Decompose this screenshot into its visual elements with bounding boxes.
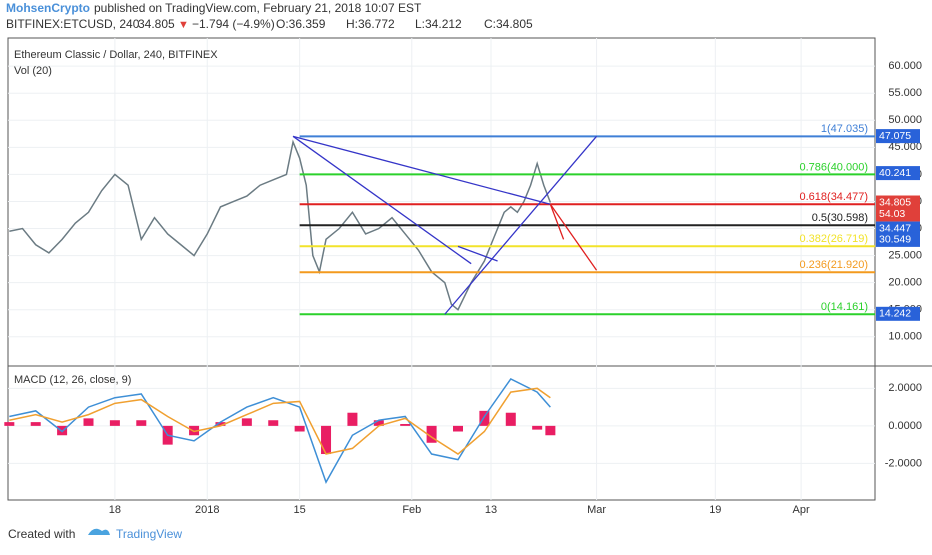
histogram-bar	[241, 418, 252, 426]
price: 34.805	[138, 17, 175, 31]
histogram-bar	[215, 422, 226, 426]
price-tag	[876, 232, 920, 247]
price-tag	[876, 221, 920, 236]
logo	[88, 528, 110, 535]
macd-line	[9, 387, 551, 455]
y-tick-label: -2.0000	[885, 457, 922, 469]
price-tag-label: 34.805	[879, 196, 911, 208]
trend-line	[549, 203, 598, 271]
histogram-bar	[136, 420, 147, 426]
histogram-bar	[294, 425, 305, 432]
high: H:36.772	[346, 17, 395, 31]
fib-label: 0(14.161)	[821, 301, 868, 313]
histogram-bar	[109, 420, 120, 426]
x-tick-label: Mar	[587, 504, 606, 516]
footer-created: Created with	[8, 527, 75, 541]
histogram-bar	[505, 412, 516, 426]
price-tag-label: 30.549	[879, 234, 911, 246]
trend-line	[292, 135, 472, 265]
histogram-bar	[268, 420, 279, 426]
change: −1.794 (−4.9%)	[192, 17, 275, 31]
histogram-bar	[373, 420, 384, 426]
open: O:36.359	[276, 17, 326, 31]
macd-title: MACD (12, 26, close, 9)	[14, 374, 131, 386]
y-tick-label: 20.000	[888, 277, 922, 289]
x-tick-label: 15	[294, 504, 306, 516]
price-tag	[876, 195, 920, 210]
y-tick-label: 50.000	[888, 114, 922, 126]
price-line	[9, 139, 552, 311]
y-tick-label: 25.000	[888, 249, 922, 261]
price-tag-label: 40.241	[879, 167, 911, 179]
price-tag-label: 54.03	[879, 208, 905, 220]
histogram-bar	[426, 425, 437, 443]
trend-line	[549, 204, 565, 240]
author[interactable]: MohsenCrypto	[6, 1, 90, 15]
fib-label: 0.786(40.000)	[800, 161, 869, 173]
y-tick-label: 60.000	[888, 60, 922, 72]
x-tick-label: 2018	[195, 504, 219, 516]
fib-label: 1(47.035)	[821, 123, 868, 135]
y-tick-label: 45.000	[888, 141, 922, 153]
x-tick-label: Feb	[402, 504, 421, 516]
fib-label: 0.618(34.477)	[800, 191, 869, 203]
symbol: BITFINEX:ETCUSD, 240	[6, 17, 140, 31]
volume-label: Vol (20)	[14, 65, 52, 77]
histogram-bar	[532, 425, 543, 430]
histogram-bar	[321, 425, 332, 455]
y-tick-label: 10.000	[888, 331, 922, 343]
x-tick-label: 19	[709, 504, 721, 516]
price-tag-label: 14.242	[879, 308, 911, 320]
histogram-bar	[400, 423, 411, 426]
y-tick-label: 2.0000	[888, 382, 922, 394]
chart-layer: 18201815Feb13Mar19Apr10.00015.00020.0002…	[4, 38, 922, 516]
footer-brand[interactable]: TradingView	[116, 527, 182, 541]
price-tag-label: 34.447	[879, 222, 911, 234]
price-tag-label: 47.075	[879, 130, 911, 142]
x-tick-label: Apr	[793, 504, 810, 516]
fib-label: 0.5(30.598)	[812, 212, 868, 224]
histogram-bar	[545, 425, 556, 436]
histogram-bar	[479, 410, 490, 426]
trend-line	[457, 245, 498, 262]
y-tick-label: 0.0000	[888, 420, 922, 432]
close: C:34.805	[484, 17, 533, 31]
fib-label: 0.236(21.920)	[800, 259, 869, 271]
histogram-bar	[4, 422, 15, 426]
price-tag	[876, 129, 920, 144]
arrow: ▼	[178, 19, 189, 31]
histogram-bar	[347, 412, 358, 426]
trend-line	[292, 135, 551, 205]
published: published on TradingView.com, February 2…	[94, 1, 422, 15]
x-tick-label: 13	[485, 504, 497, 516]
price-tag	[876, 166, 920, 181]
y-tick-label: 55.000	[888, 87, 922, 99]
trend-line	[444, 135, 598, 315]
chart-title: Ethereum Classic / Dollar, 240, BITFINEX	[14, 49, 218, 61]
price-tag	[876, 306, 920, 321]
price-tag	[876, 207, 920, 222]
fib-label: 0.382(26.719)	[800, 233, 869, 245]
low: L:34.212	[415, 17, 462, 31]
histogram-bar	[83, 418, 94, 426]
x-tick-label: 18	[109, 504, 121, 516]
histogram-bar	[30, 422, 41, 426]
histogram-bar	[452, 425, 463, 432]
histogram-bar	[189, 425, 200, 436]
